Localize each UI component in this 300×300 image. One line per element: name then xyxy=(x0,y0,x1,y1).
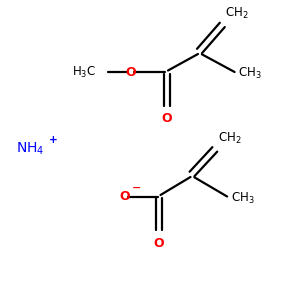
Text: O: O xyxy=(125,65,136,79)
Text: $\mathsf{CH_3}$: $\mathsf{CH_3}$ xyxy=(231,190,255,206)
Text: $\mathsf{CH_2}$: $\mathsf{CH_2}$ xyxy=(225,6,249,21)
Text: O: O xyxy=(154,237,164,250)
Text: $\mathsf{CH_2}$: $\mathsf{CH_2}$ xyxy=(218,130,241,146)
Text: +: + xyxy=(49,135,57,145)
Text: $\mathsf{CH_3}$: $\mathsf{CH_3}$ xyxy=(238,66,262,81)
Text: $\mathsf{NH_4}$: $\mathsf{NH_4}$ xyxy=(16,140,45,157)
Text: O: O xyxy=(119,190,130,203)
Text: $\mathsf{H_3C}$: $\mathsf{H_3C}$ xyxy=(72,64,96,80)
Text: O: O xyxy=(161,112,172,125)
Text: −: − xyxy=(132,182,141,193)
